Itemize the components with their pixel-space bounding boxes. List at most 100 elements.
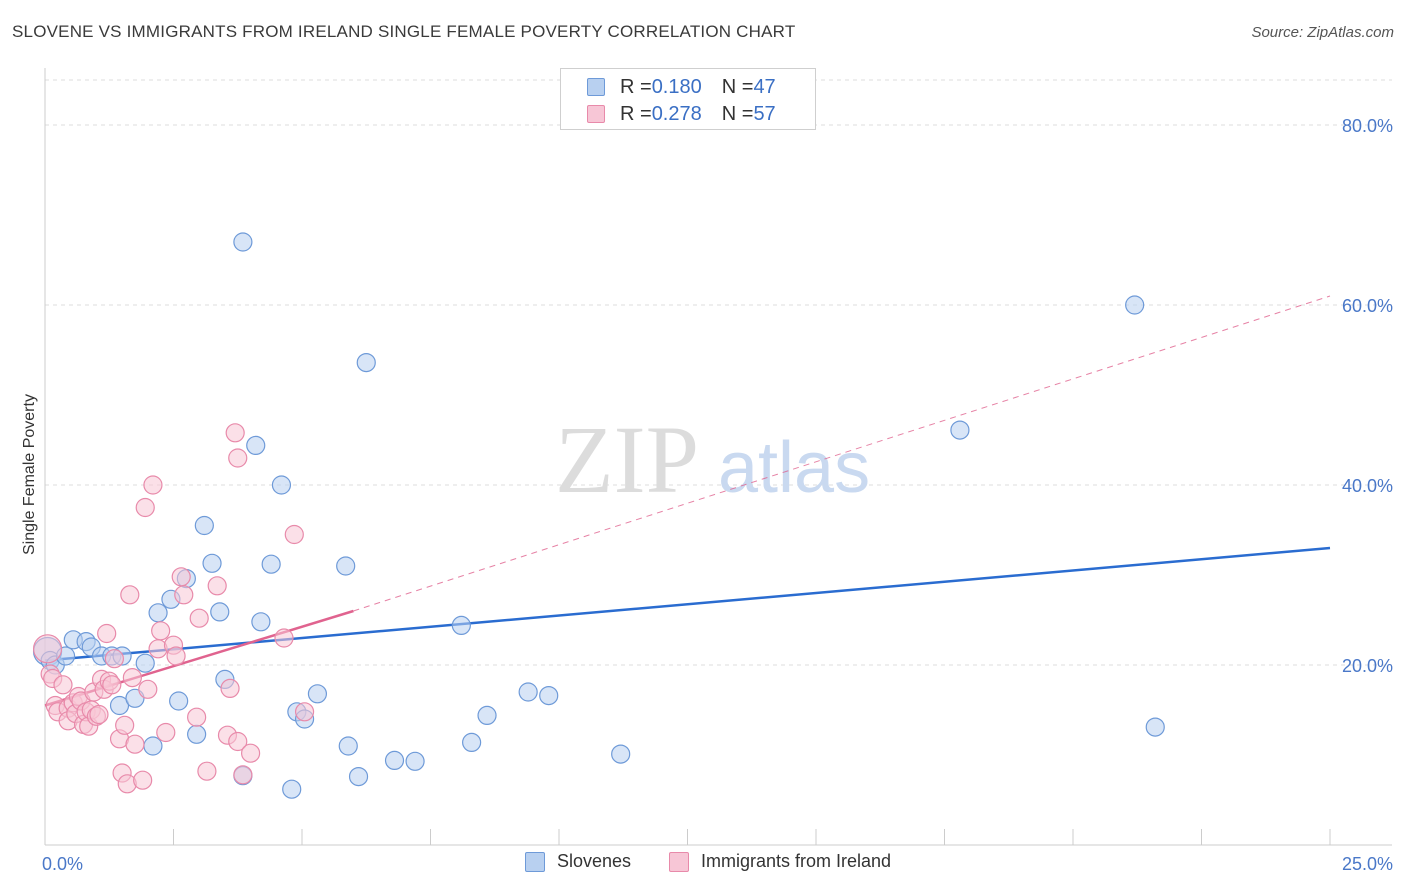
- point-ireland: [228, 731, 248, 752]
- point-slovenes: [233, 232, 253, 252]
- point-ireland: [197, 761, 217, 781]
- point-slovenes: [336, 556, 356, 576]
- trendline-slovenes: [44, 546, 1331, 662]
- point-ireland: [104, 649, 124, 669]
- point-ireland: [294, 702, 315, 722]
- legend-n-value: 47: [753, 75, 776, 98]
- legend-n-value: 57: [753, 102, 776, 125]
- point-ireland: [207, 576, 227, 596]
- legend-n-label: N =: [721, 102, 754, 125]
- point-slovenes: [451, 615, 471, 636]
- point-ireland: [241, 743, 261, 763]
- point-slovenes: [405, 751, 425, 771]
- correlation-legend: R = 0.180 N = 47 R = 0.278 N = 57: [560, 68, 816, 130]
- point-slovenes: [348, 766, 369, 787]
- point-ireland: [284, 524, 304, 545]
- point-slovenes: [271, 475, 292, 495]
- legend-item-slovenes: Slovenes: [525, 851, 631, 872]
- x-tick-label: 0.0%: [42, 854, 83, 874]
- legend-item-ireland: Immigrants from Ireland: [669, 851, 891, 872]
- point-ireland: [143, 475, 163, 495]
- legend-row-ireland: R = 0.278 N = 57: [587, 101, 776, 127]
- point-slovenes: [246, 435, 266, 455]
- watermark-atlas: atlas: [718, 428, 870, 508]
- point-ireland: [32, 634, 63, 664]
- y-tick-label: 20.0%: [1342, 656, 1393, 676]
- point-ireland: [122, 667, 142, 688]
- point-ireland: [125, 734, 145, 754]
- point-slovenes: [950, 420, 970, 440]
- point-ireland: [53, 675, 73, 695]
- y-tick-label: 40.0%: [1342, 476, 1393, 496]
- point-slovenes: [261, 554, 281, 574]
- point-slovenes: [307, 684, 328, 704]
- legend-swatch-pink: [587, 105, 605, 123]
- legend-label-ireland: Immigrants from Ireland: [701, 851, 892, 871]
- legend-swatch-pink: [669, 851, 689, 872]
- legend-r-value: 0.180: [651, 75, 702, 98]
- legend-r-label: R =: [620, 75, 652, 98]
- point-ireland: [151, 621, 171, 641]
- legend-r-value: 0.278: [651, 102, 702, 125]
- tick-labels: 20.0% 40.0% 60.0% 80.0% 0.0% 25.0%: [42, 116, 1393, 874]
- point-slovenes: [194, 515, 214, 536]
- point-ireland: [138, 679, 158, 699]
- legend-row-slovenes: R = 0.180 N = 47: [587, 74, 776, 100]
- watermark: ZIP atlas: [555, 406, 870, 513]
- y-axis-label: Single Female Poverty: [21, 394, 38, 555]
- point-ireland: [171, 567, 191, 587]
- legend-swatch-blue: [525, 851, 545, 872]
- point-ireland: [225, 423, 245, 443]
- watermark-zip: ZIP: [555, 406, 699, 513]
- x-tick-label: 25.0%: [1342, 854, 1393, 874]
- point-ireland: [189, 608, 209, 628]
- point-ireland: [156, 722, 176, 743]
- y-tick-label: 80.0%: [1342, 116, 1393, 136]
- grid-lines: [45, 79, 1392, 666]
- point-ireland: [120, 585, 140, 605]
- point-slovenes: [187, 724, 207, 744]
- point-ireland: [233, 765, 253, 785]
- point-slovenes: [356, 353, 376, 373]
- legend-r-label: R =: [620, 102, 652, 125]
- y-tick-label: 60.0%: [1342, 296, 1393, 316]
- point-ireland: [166, 646, 186, 666]
- point-slovenes: [251, 612, 271, 632]
- legend-label-slovenes: Slovenes: [557, 851, 632, 871]
- point-ireland: [97, 623, 117, 644]
- point-slovenes: [477, 705, 497, 726]
- point-slovenes: [539, 685, 559, 706]
- chart-title: SLOVENE VS IMMIGRANTS FROM IRELAND SINGL…: [12, 22, 796, 41]
- point-slovenes: [384, 750, 405, 771]
- point-slovenes: [210, 602, 230, 622]
- point-slovenes: [1145, 717, 1165, 737]
- point-slovenes: [169, 691, 189, 711]
- point-slovenes: [148, 603, 168, 623]
- legend-swatch-blue: [587, 78, 605, 96]
- point-ireland: [228, 448, 248, 468]
- point-slovenes: [338, 736, 358, 756]
- point-slovenes: [135, 653, 155, 673]
- data-points: [32, 232, 1165, 799]
- point-slovenes: [282, 779, 302, 799]
- point-ireland: [115, 715, 135, 735]
- point-slovenes: [462, 732, 482, 753]
- point-slovenes: [202, 553, 222, 573]
- point-ireland: [133, 770, 153, 790]
- point-ireland: [135, 497, 155, 518]
- legend-n-label: N =: [721, 75, 754, 98]
- point-ireland: [220, 678, 240, 699]
- source-label: Source: ZipAtlas.com: [1251, 24, 1394, 41]
- point-ireland: [274, 628, 294, 648]
- point-slovenes: [1125, 295, 1145, 315]
- point-ireland: [187, 707, 207, 727]
- series-legend: Slovenes Immigrants from Ireland: [0, 851, 1406, 877]
- point-ireland: [174, 585, 194, 605]
- axes: [44, 68, 1392, 846]
- point-slovenes: [518, 682, 538, 702]
- point-ireland: [102, 675, 122, 695]
- point-ireland: [89, 704, 109, 725]
- point-slovenes: [109, 695, 130, 716]
- point-slovenes: [611, 744, 631, 764]
